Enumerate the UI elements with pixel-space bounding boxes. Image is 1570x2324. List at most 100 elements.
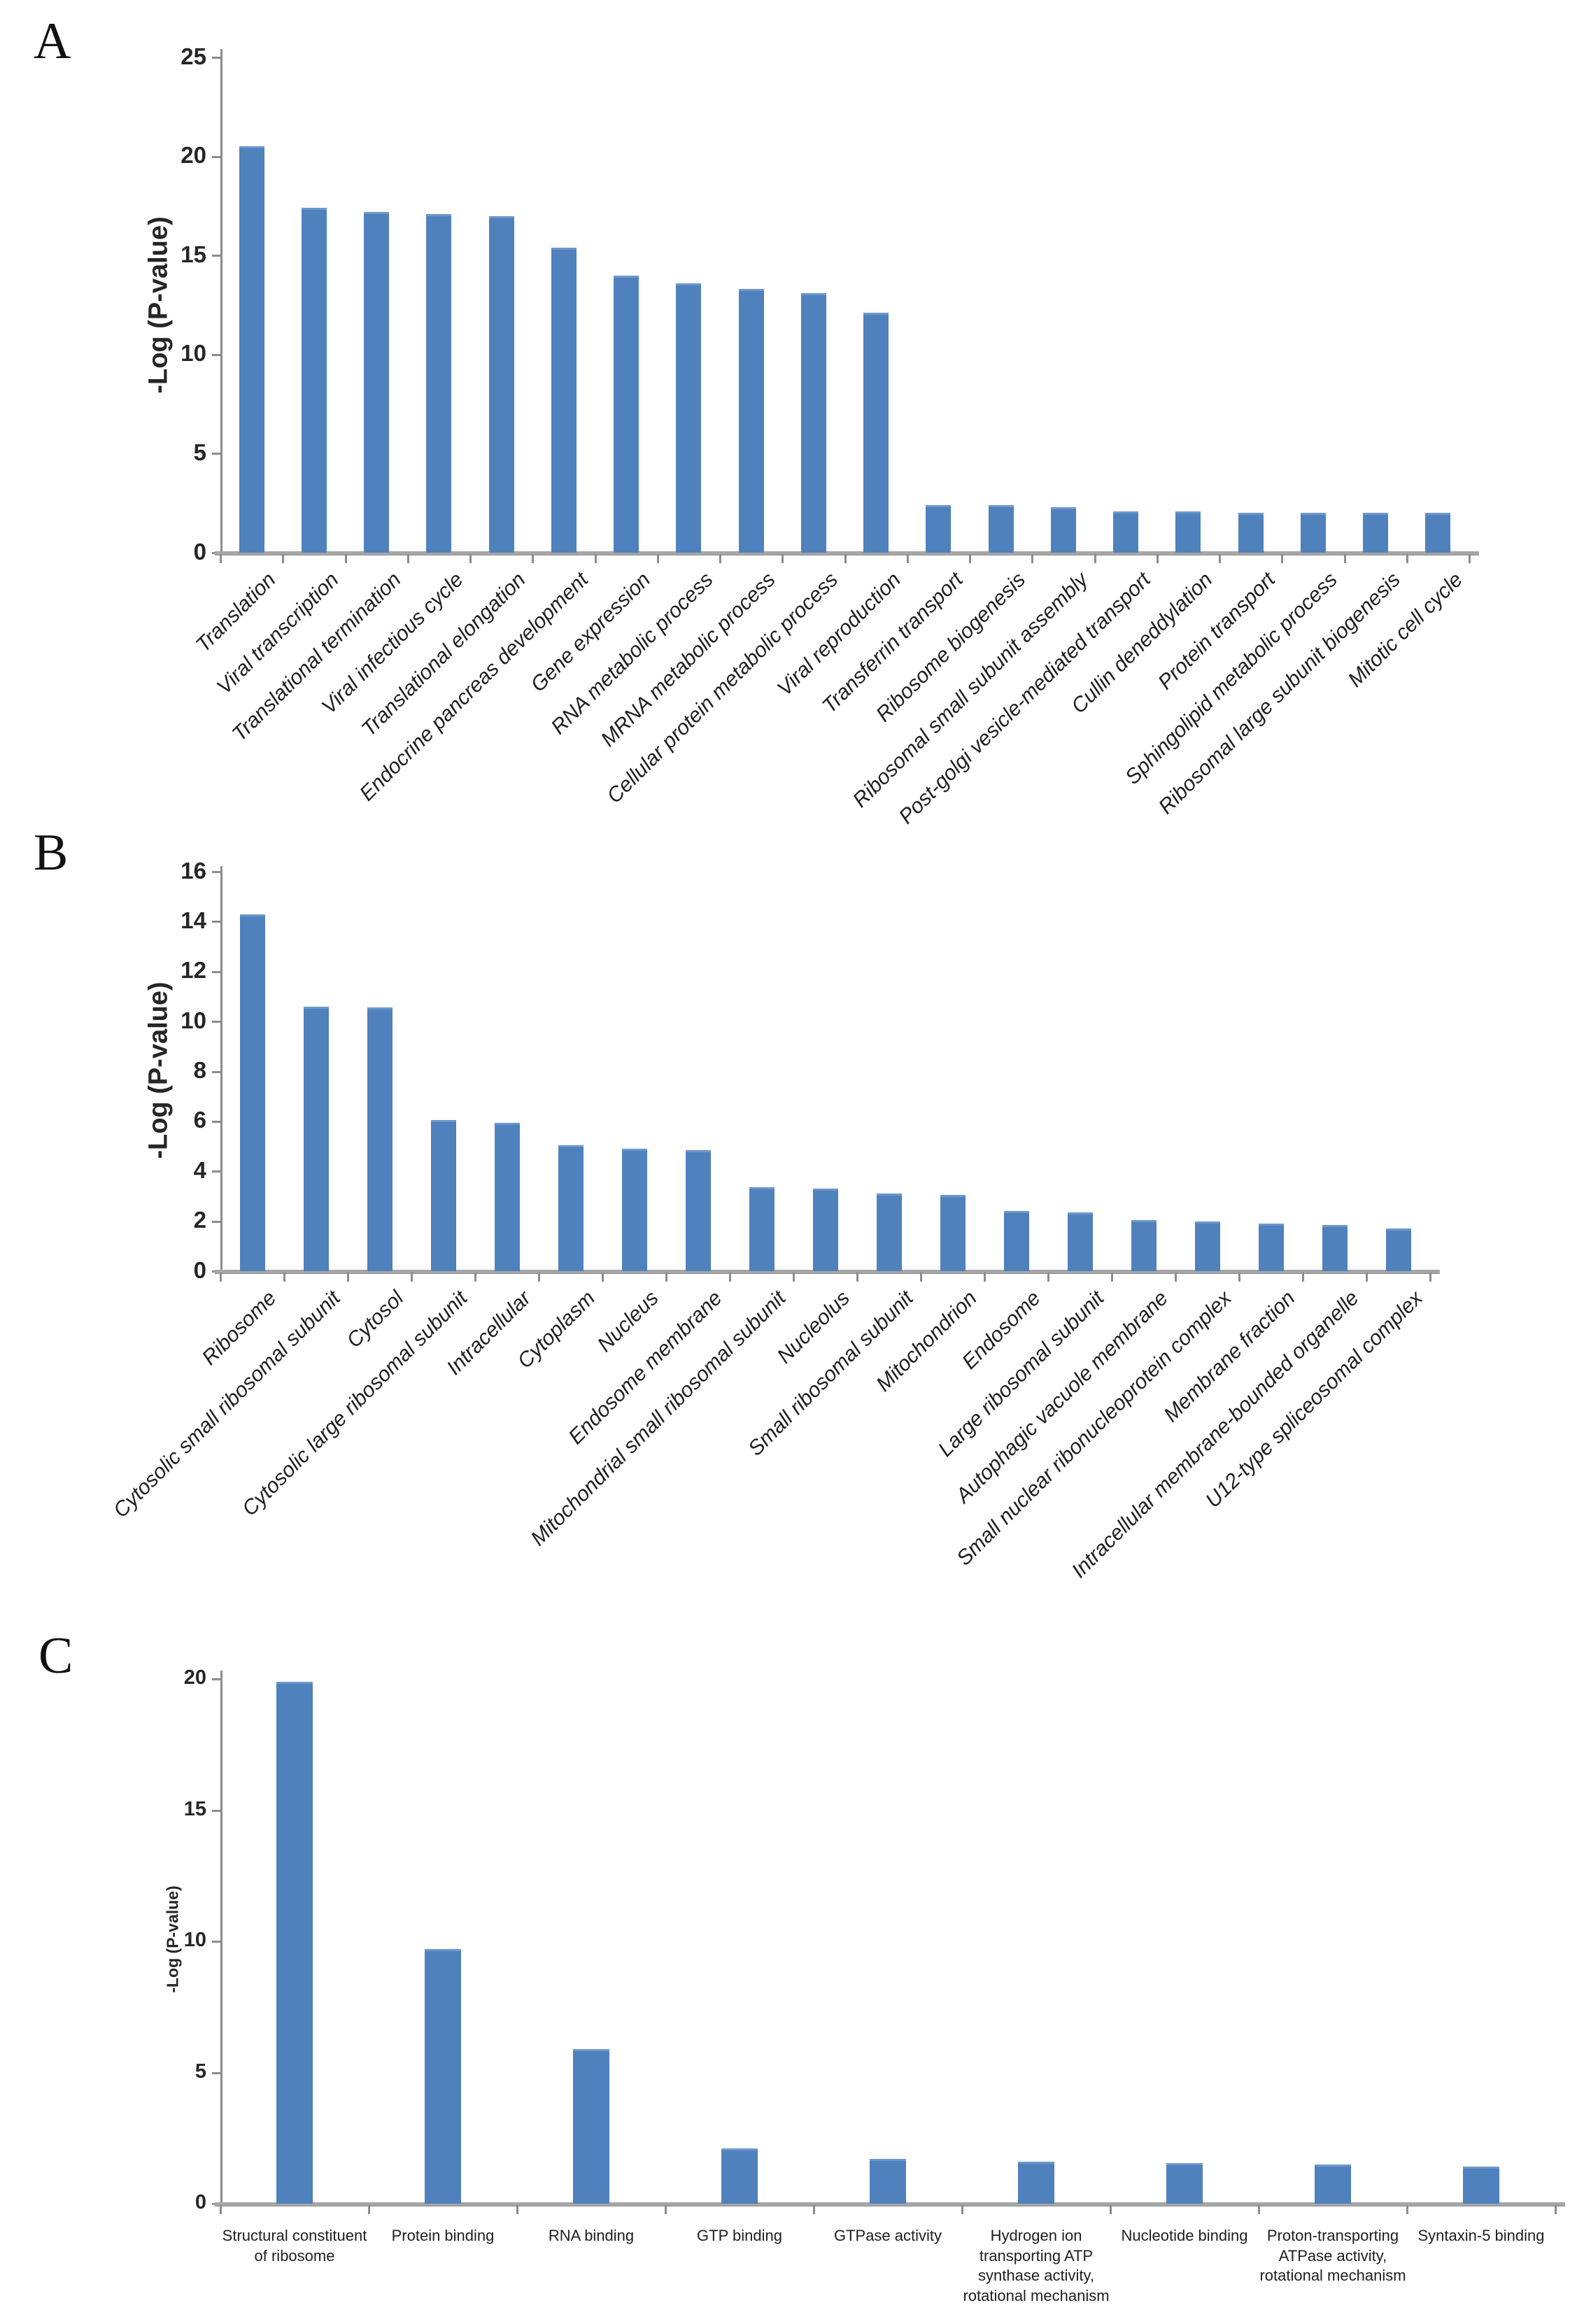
x-axis [215,2202,1565,2206]
category-label: MRNA metabolic process [597,568,780,751]
x-tick-mark [538,1273,540,1282]
x-tick-mark [1555,2205,1557,2214]
category-label: Cellular protein metabolic process [602,568,843,808]
x-tick-mark [1406,2205,1408,2214]
bar [367,1007,392,1271]
x-tick-mark [656,554,659,563]
bar [1051,507,1076,553]
y-tick-label: 10 [181,340,206,367]
category-label: Viral reproduction [772,568,905,701]
x-tick-mark [1156,554,1159,563]
x-tick-mark [844,554,847,563]
category-label: Syntaxin-5 binding [1417,2227,1545,2244]
category-label: Small nuclear ribonucleoprotein complex [952,1287,1236,1571]
y-tick-mark [212,1070,220,1073]
bar [870,2159,906,2204]
x-tick-mark [665,1273,667,1282]
y-axis [220,866,222,1271]
category-label: Translation [192,568,281,657]
x-tick-mark [1047,1273,1049,1282]
category-label: Cullin deneddylation [1067,568,1217,718]
y-tick-mark [212,552,220,554]
x-tick-mark [283,1273,285,1282]
category-label: Gene expression [526,568,656,697]
category-label: Nucleus [593,1287,663,1356]
y-tick-mark [212,970,220,973]
x-tick-mark [813,2205,815,2214]
x-tick-mark [1110,2205,1112,2214]
category-label: Protein binding [391,2227,495,2244]
bar [364,212,389,553]
y-tick-label: 12 [181,957,206,984]
bar [622,1149,647,1271]
y-tick-label: 15 [181,241,206,267]
bar [489,216,514,553]
y-tick-mark [212,921,220,923]
category-label: Translational elongation [357,568,530,742]
x-tick-mark [1258,2205,1260,2214]
x-tick-mark [368,2205,370,2214]
y-axis [220,1671,222,2204]
category-label: Nucleotide binding [1121,2227,1248,2244]
y-tick-mark [212,353,220,356]
x-tick-mark [220,554,222,563]
x-tick-mark [1031,554,1034,563]
bar [1322,1225,1348,1271]
category-label: Translational termination [227,568,406,746]
category-label: Ribosome biogenesis [871,568,1030,727]
bar [1175,511,1201,553]
x-tick-mark [782,554,784,563]
category-label: Hydrogen ion transporting ATP synthase a… [963,2227,1110,2304]
category-label: GTPase activity [833,2227,942,2244]
y-tick-label: 4 [193,1156,206,1183]
category-label: Structural constituent of ribosome [222,2227,367,2265]
y-tick-label: 0 [193,1256,206,1283]
x-tick-mark [856,1273,858,1282]
category-label: Viral infectious cycle [317,568,468,719]
bar [1113,511,1138,553]
x-tick-mark [1302,1273,1304,1282]
y-tick-label: 25 [181,43,206,69]
x-tick-mark [1343,554,1346,563]
bar [1004,1211,1029,1271]
x-tick-mark [220,2205,222,2214]
x-tick-mark [474,1273,476,1282]
y-tick-mark [212,57,220,59]
category-label: Ribosomal small subunit assembly [848,568,1093,812]
bar [276,1682,313,2204]
bar [863,313,889,553]
x-tick-mark [665,2205,667,2214]
bar [1363,513,1388,553]
category-label: Proton-transporting ATPase activity, rot… [1259,2227,1406,2285]
bar [304,1007,329,1271]
category-label: Large ribosomal subunit [934,1287,1109,1461]
x-tick-mark [1175,1273,1177,1282]
bar [676,283,701,553]
panel-c-y-axis-label: -Log (P-value) [163,1885,182,1993]
bar [614,276,639,553]
x-tick-mark [984,1273,986,1282]
panel-a-y-axis-label: -Log (P-value) [143,216,174,394]
y-tick-mark [212,2071,220,2074]
x-tick-mark [1219,554,1221,563]
category-label: Intracellular membrane-bounded organelle [1067,1287,1364,1583]
x-tick-mark [220,1273,222,1282]
panel-b-y-axis-label: -Log (P-value) [143,982,174,1159]
x-tick-mark [1094,554,1096,563]
category-label: Ribosome [197,1287,281,1370]
y-axis [220,49,222,553]
panel-a-letter: A [34,13,71,70]
y-tick-label: 14 [181,907,206,933]
bar [1131,1220,1157,1271]
x-tick-mark [1366,1273,1368,1282]
category-label: U12-type spliceosomal complex [1201,1287,1427,1512]
y-tick-label: 15 [183,1797,206,1820]
y-tick-mark [212,1021,220,1023]
x-tick-mark [594,554,597,563]
y-tick-label: 20 [183,1666,206,1689]
x-axis [215,551,1479,555]
y-tick-label: 20 [181,142,206,169]
